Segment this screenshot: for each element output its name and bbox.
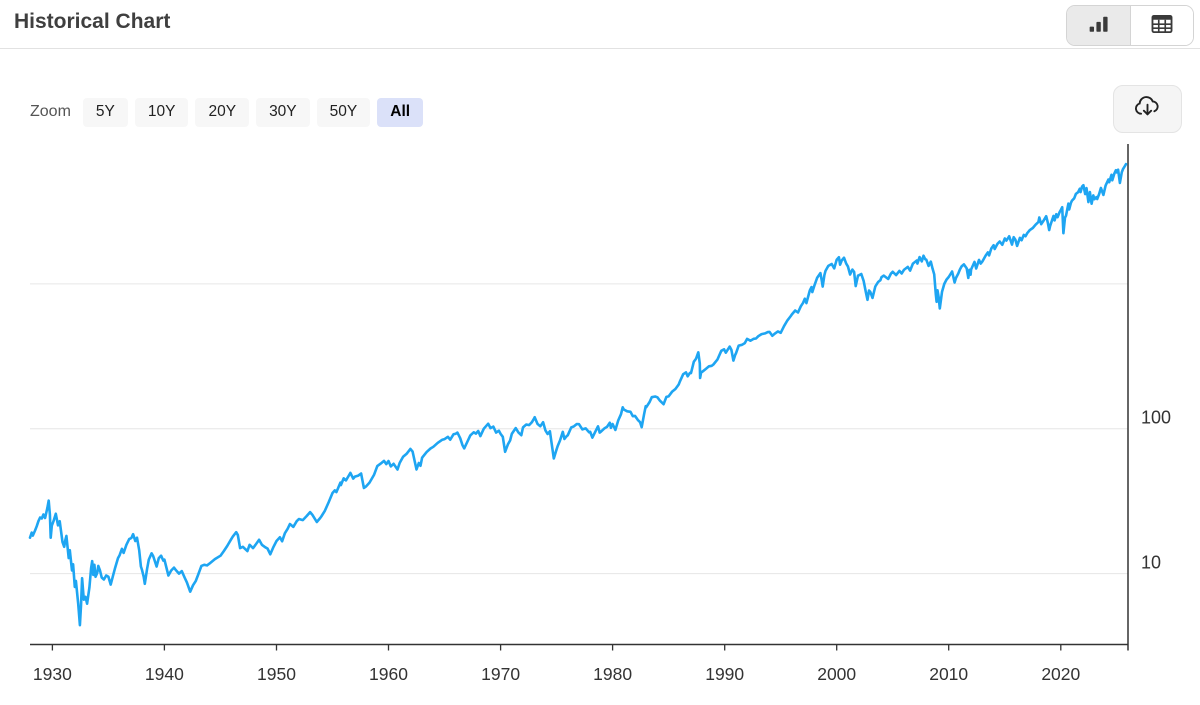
zoom-range-all[interactable]: All	[377, 97, 424, 127]
x-tick-label: 1980	[593, 664, 632, 684]
chart-view-button[interactable]	[1067, 6, 1130, 45]
x-tick-label: 2010	[929, 664, 968, 684]
zoom-toolbar: Zoom 5Y 10Y 20Y 30Y 50Y All	[30, 97, 424, 127]
cloud-download-icon	[1132, 92, 1163, 126]
y-tick-label: 100	[1141, 408, 1171, 428]
x-tick-labels: 1930 1940 1950 1960 1970 1980 1990 2000 2010 2020	[33, 664, 1081, 684]
axes	[30, 144, 1129, 651]
zoom-range-buttons: 5Y 10Y 20Y 30Y 50Y All	[82, 97, 424, 127]
x-tick-label: 1960	[369, 664, 408, 684]
x-tick-label: 1950	[257, 664, 296, 684]
x-tick-label: 1930	[33, 664, 72, 684]
x-tick-label: 1990	[705, 664, 744, 684]
view-toggle	[1066, 5, 1194, 46]
x-tick-label: 2000	[817, 664, 856, 684]
price-line-series	[28, 162, 1128, 627]
zoom-range-10y[interactable]: 10Y	[134, 97, 189, 127]
zoom-label: Zoom	[30, 103, 71, 120]
bar-chart-icon	[1086, 12, 1111, 40]
header: Historical Chart	[0, 0, 1200, 49]
y-tick-labels: 100 10	[1141, 408, 1171, 573]
page-title: Historical Chart	[14, 10, 171, 33]
y-tick-label: 10	[1141, 553, 1161, 573]
zoom-range-20y[interactable]: 20Y	[195, 97, 250, 127]
x-tick-label: 1970	[481, 664, 520, 684]
series-group	[28, 162, 1128, 627]
download-button[interactable]	[1113, 85, 1182, 133]
zoom-range-50y[interactable]: 50Y	[316, 97, 371, 127]
zoom-range-30y[interactable]: 30Y	[256, 97, 310, 127]
gridlines	[30, 283, 1128, 575]
x-tick-label: 1940	[145, 664, 184, 684]
zoom-range-5y[interactable]: 5Y	[82, 97, 128, 127]
x-tick-label: 2020	[1041, 664, 1080, 684]
table-view-button[interactable]	[1130, 6, 1193, 45]
table-icon	[1149, 11, 1175, 40]
